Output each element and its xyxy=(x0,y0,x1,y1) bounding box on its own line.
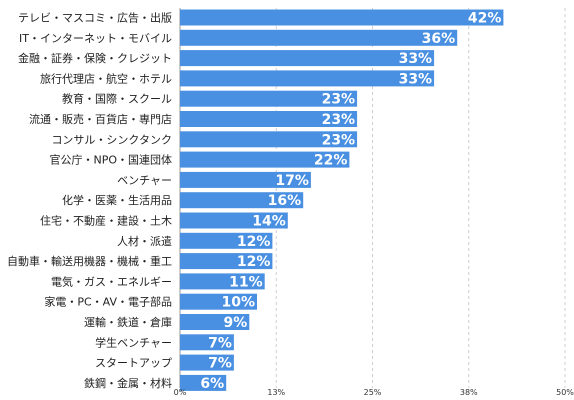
category-label: 金融・証券・保険・クレジット xyxy=(18,51,172,65)
x-tick-label: 38% xyxy=(460,388,478,397)
value-label: 36% xyxy=(422,31,456,47)
bars xyxy=(180,9,504,391)
value-label: 42% xyxy=(468,11,502,27)
value-label: 11% xyxy=(229,274,263,290)
bar xyxy=(180,151,350,168)
value-label: 23% xyxy=(322,132,356,148)
category-label: 官公庁・NPO・国連団体 xyxy=(49,153,172,167)
bar xyxy=(180,9,504,26)
category-label: 鉄鋼・金属・材料 xyxy=(84,376,172,390)
value-label: 7% xyxy=(208,356,232,372)
bar xyxy=(180,50,435,67)
bar xyxy=(180,192,304,209)
bar xyxy=(180,131,358,148)
bar xyxy=(180,253,273,270)
category-label: コンサル・シンクタンク xyxy=(51,133,172,146)
value-label: 16% xyxy=(268,193,302,209)
value-label: 12% xyxy=(237,234,271,250)
category-label: 流通・販売・百貨店・専門店 xyxy=(29,112,172,126)
value-label: 33% xyxy=(399,51,433,67)
bar xyxy=(180,29,458,46)
category-label: スタートアップ xyxy=(95,357,172,370)
category-label: テレビ・マスコミ・広告・出版 xyxy=(18,11,172,25)
category-labels: テレビ・マスコミ・広告・出版 IT・インターネット・モバイル金融・証券・保険・クレ… xyxy=(7,11,172,390)
value-label: 17% xyxy=(275,173,309,189)
value-label: 22% xyxy=(314,153,348,169)
category-label: 学生ベンチャー xyxy=(95,335,172,349)
value-label: 12% xyxy=(237,254,271,270)
bar xyxy=(180,374,227,391)
x-tick-labels: 0% 13% 25% 38% 50% xyxy=(174,388,574,397)
bar xyxy=(180,212,288,229)
category-label: 化学・医薬・生活用品 xyxy=(62,193,172,207)
value-label: 9% xyxy=(224,315,248,331)
bar xyxy=(180,273,265,290)
value-label: 7% xyxy=(208,335,232,351)
value-label: 23% xyxy=(322,92,356,108)
value-label: 33% xyxy=(399,71,433,87)
category-label: 家電・PC・AV・電子部品 xyxy=(44,295,172,309)
bar xyxy=(180,90,358,107)
category-label: 電気・ガス・エネルギー xyxy=(51,274,172,288)
x-tick-label: 13% xyxy=(267,388,285,397)
bar xyxy=(180,354,234,371)
category-label: ベンチャー xyxy=(117,174,172,187)
value-label: 6% xyxy=(200,376,224,392)
bar xyxy=(180,171,311,188)
category-label: 自動車・輸送用機器・機械・重工 xyxy=(7,254,172,268)
category-label: 教育・国際・スクール xyxy=(62,92,172,106)
category-label: 運輸・鉄道・倉庫 xyxy=(84,315,172,329)
bar xyxy=(180,70,435,87)
bar xyxy=(180,334,234,351)
value-label: 23% xyxy=(322,112,356,128)
x-tick-label: 25% xyxy=(364,388,382,397)
bar xyxy=(180,314,250,330)
category-label: 人材・派遣 xyxy=(117,234,172,248)
x-tick-label: 0% xyxy=(174,388,187,397)
value-labels: 42% 36% 33% 33% 23% 23% 23% 22% 17% 16% 14% 12% 12% 1… xyxy=(200,11,501,392)
bar xyxy=(180,232,273,249)
x-tick-label: 50% xyxy=(556,388,574,397)
bar xyxy=(180,293,257,310)
value-label: 14% xyxy=(252,214,286,230)
category-label: 旅行代理店・航空・ホテル xyxy=(40,71,172,85)
category-label: 住宅・不動産・建設・土木 xyxy=(40,214,172,228)
category-label: IT・インターネット・モバイル xyxy=(19,32,172,45)
bar xyxy=(180,111,358,127)
value-label: 10% xyxy=(221,295,255,311)
